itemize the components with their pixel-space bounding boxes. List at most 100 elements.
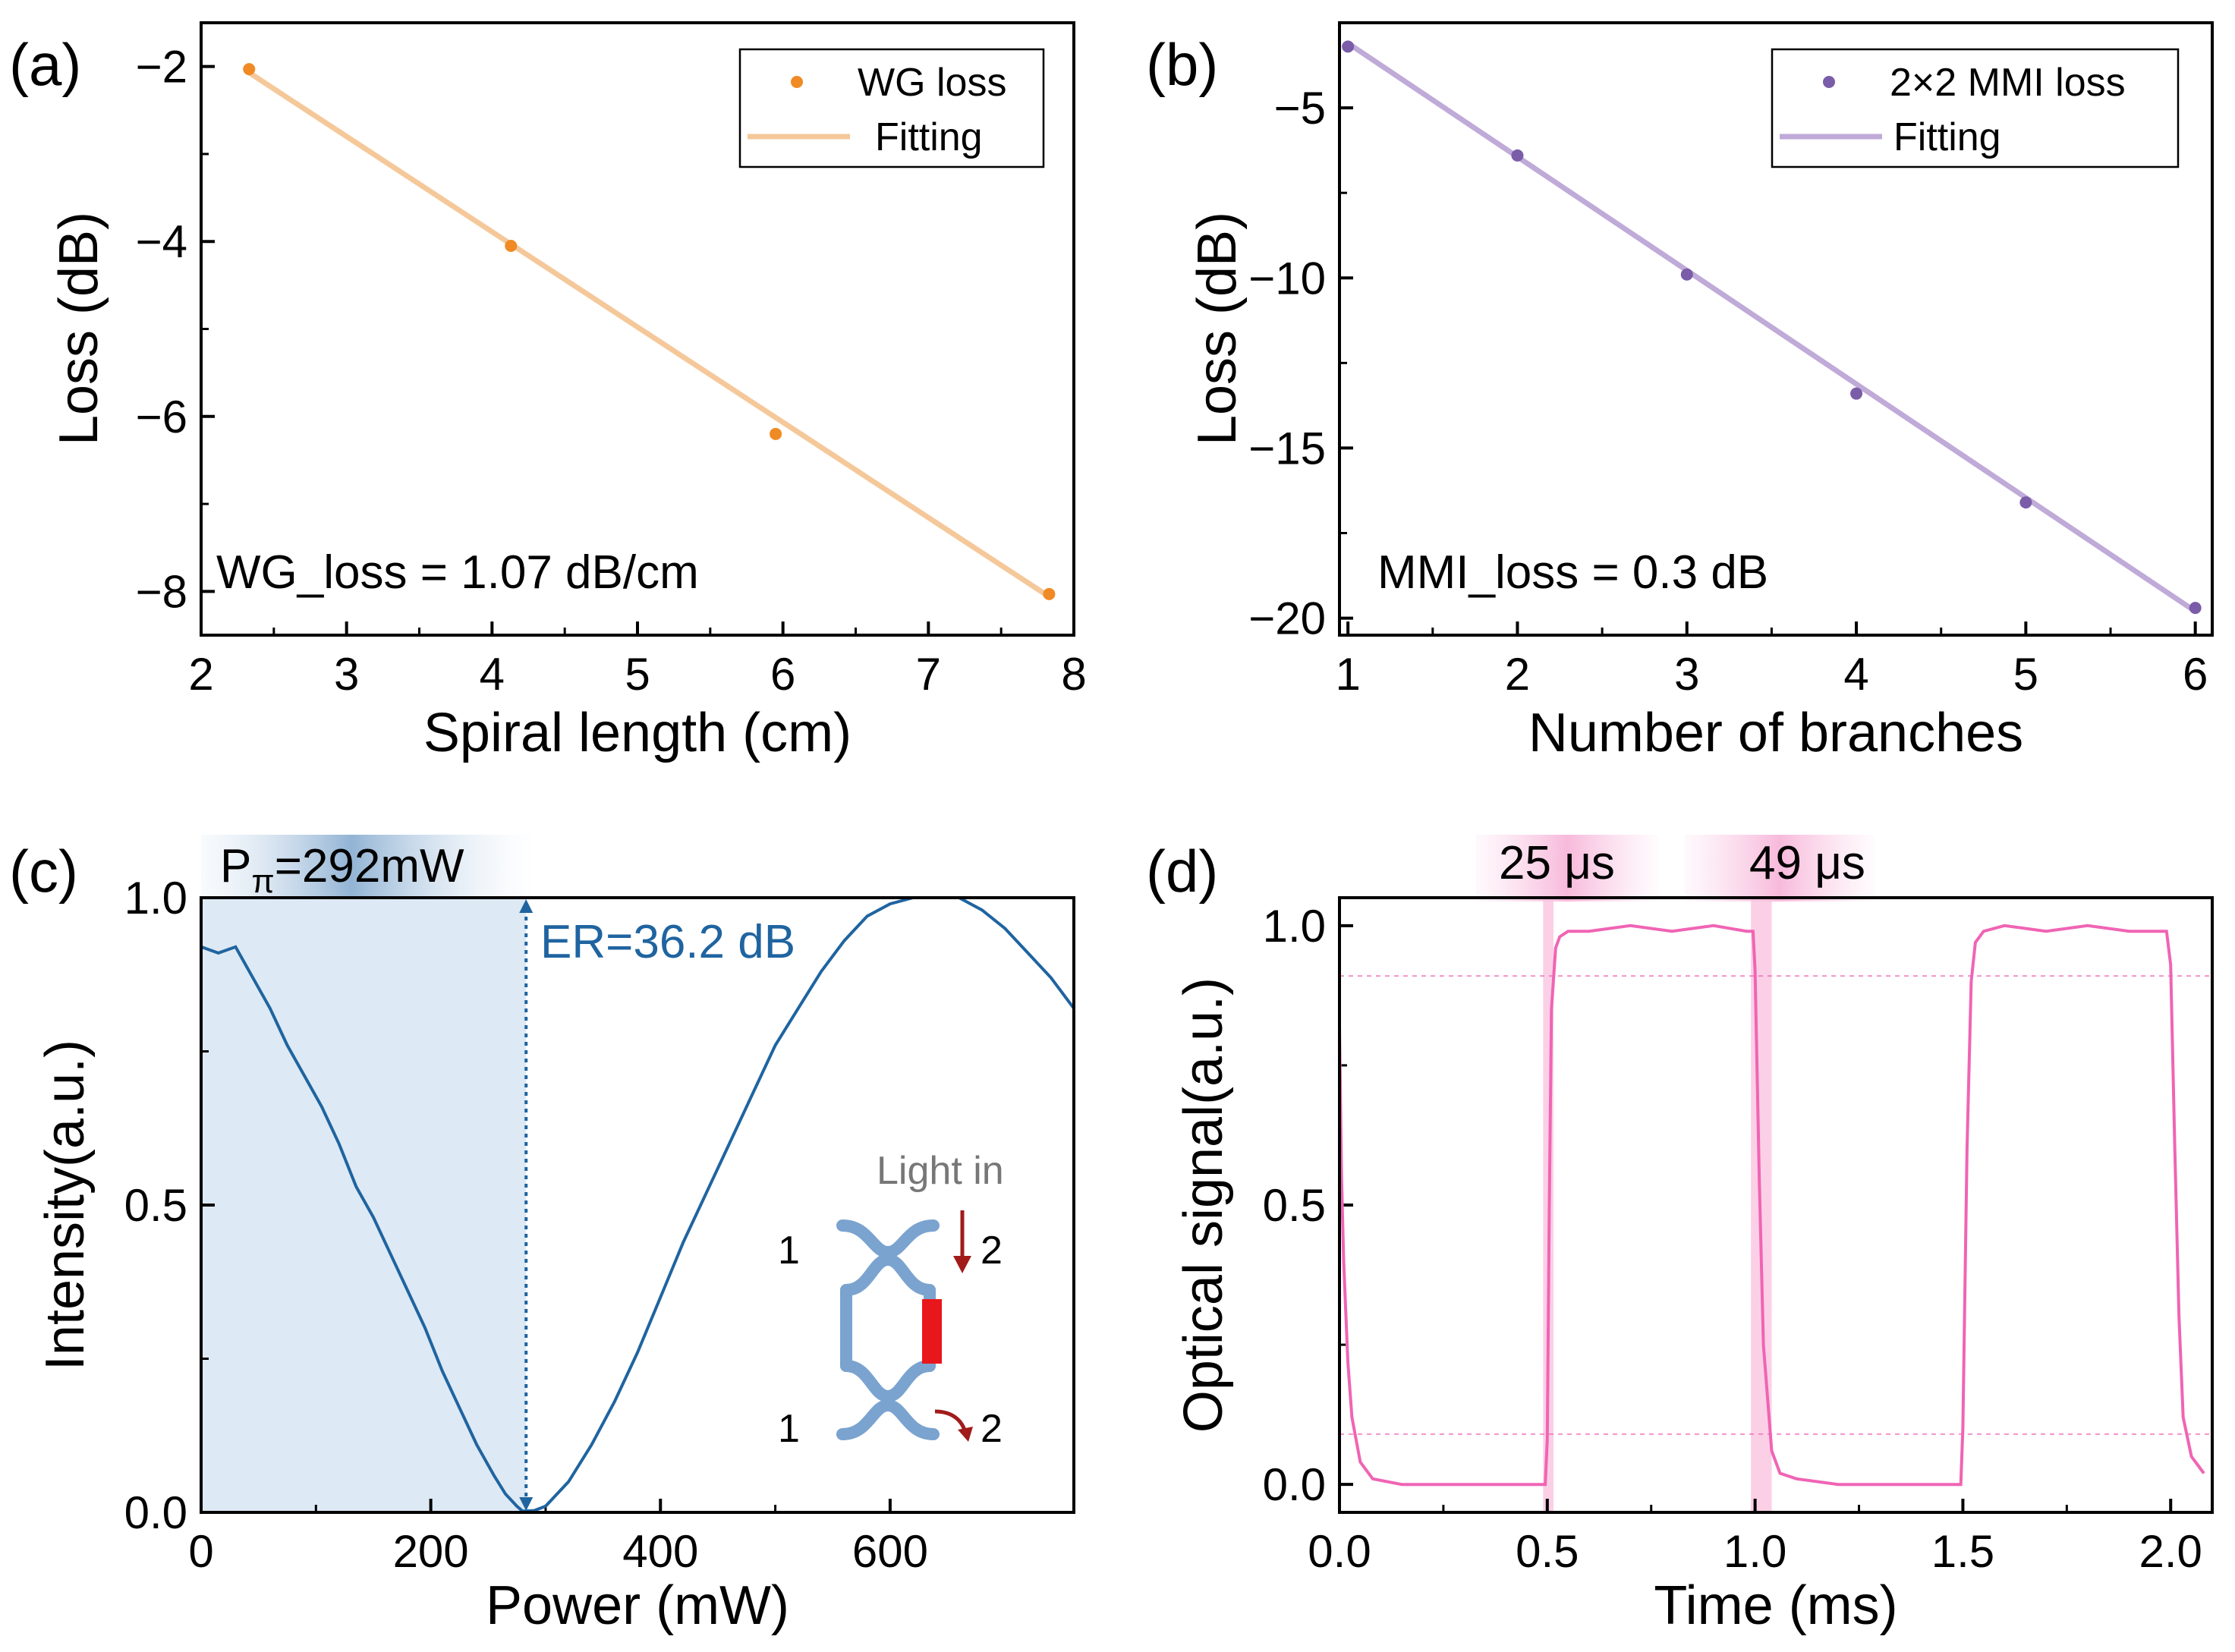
output-arrowhead-icon bbox=[958, 1427, 973, 1442]
y-tick-label: −2 bbox=[136, 42, 187, 93]
panel-c-frame bbox=[200, 896, 1075, 1514]
inset-port-bottom-left: 1 bbox=[778, 1407, 800, 1451]
panel-b-points bbox=[1342, 40, 2202, 615]
fall-time-label: 49 μs bbox=[1749, 837, 1865, 889]
panel-b-frame bbox=[1338, 21, 2214, 637]
x-tick-label: 7 bbox=[916, 649, 941, 700]
x-tick-label: 1.0 bbox=[1723, 1526, 1786, 1577]
panel-b-legend: 2×2 MMI loss Fitting bbox=[1771, 48, 2180, 168]
coupler-top-lower bbox=[840, 1253, 936, 1296]
panel-a-ticks: 2 3 4 5 6 7 8 −8 −6 −4 −2 bbox=[136, 42, 1087, 700]
optical-signal-curve bbox=[1338, 924, 2205, 1487]
panel-c-ylabel: Intensity(a.u.) bbox=[35, 1040, 96, 1370]
panel-a-annotation: WG_loss = 1.07 dB/cm bbox=[216, 546, 699, 599]
p-pi-label: Pπ=292mW bbox=[220, 840, 464, 900]
y-tick-label: 0.0 bbox=[124, 1487, 187, 1538]
x-tick-label: 200 bbox=[393, 1526, 469, 1577]
panel-b-xlabel: Number of branches bbox=[1528, 703, 2023, 763]
y-tick-label: 0.0 bbox=[1263, 1459, 1326, 1510]
y-tick-label: 0.5 bbox=[124, 1180, 187, 1231]
x-tick-label: 4 bbox=[1843, 649, 1868, 700]
x-tick-label: 6 bbox=[2183, 649, 2208, 700]
panel-c-xlabel: Power (mW) bbox=[486, 1575, 789, 1636]
panel-c-label: (c) bbox=[9, 838, 78, 905]
panel-b-legend-box bbox=[1771, 48, 2180, 168]
inset-light-in: Light in bbox=[877, 1149, 1004, 1193]
data-point bbox=[505, 239, 518, 252]
x-tick-label: 600 bbox=[852, 1526, 928, 1577]
y-tick-label: 1.0 bbox=[1263, 901, 1326, 952]
panel-c-ticks: 0 200 400 600 0.0 0.5 1.0 bbox=[124, 873, 928, 1577]
y-tick-label: 0.5 bbox=[1263, 1180, 1326, 1231]
panel-b-fitting-line bbox=[1346, 40, 2197, 614]
x-tick-label: 0 bbox=[188, 1526, 213, 1577]
heater-icon bbox=[922, 1299, 942, 1364]
er-arrow-up-icon bbox=[519, 899, 534, 913]
extinction-ratio-marker bbox=[519, 899, 534, 1511]
data-point bbox=[243, 63, 256, 76]
x-tick-label: 3 bbox=[334, 649, 359, 700]
x-tick-label: 0.5 bbox=[1516, 1526, 1579, 1577]
transition-bands bbox=[1543, 898, 1772, 1512]
inset-port-top-right: 2 bbox=[981, 1229, 1003, 1273]
panel-d-ticks: 0.0 0.5 1.0 1.5 2.0 0.0 0.5 1.0 bbox=[1263, 901, 2202, 1577]
intensity-curve bbox=[200, 896, 1075, 1513]
y-tick-label: 1.0 bbox=[124, 873, 187, 924]
rise-time-label: 25 μs bbox=[1499, 837, 1615, 889]
panel-b-ylabel: Loss (dB) bbox=[1187, 212, 1248, 445]
legend-marker-wg-loss bbox=[791, 76, 803, 88]
er-arrow-down-icon bbox=[519, 1497, 534, 1511]
panel-b-label: (b) bbox=[1146, 31, 1218, 98]
er-label: ER=36.2 dB bbox=[540, 916, 795, 968]
x-tick-label: 2 bbox=[1505, 649, 1530, 700]
x-tick-label: 1.5 bbox=[1931, 1526, 1994, 1577]
x-tick-label: 1 bbox=[1335, 649, 1360, 700]
shaded-region bbox=[201, 898, 527, 1512]
data-point bbox=[2019, 496, 2032, 509]
y-tick-label: −20 bbox=[1248, 593, 1326, 644]
inset-port-top-left: 1 bbox=[778, 1229, 800, 1273]
y-tick-label: −10 bbox=[1248, 253, 1326, 304]
panel-a-legend: WG loss Fitting bbox=[738, 48, 1045, 168]
y-tick-label: −8 bbox=[136, 566, 187, 617]
data-point bbox=[1043, 587, 1056, 600]
threshold-lines bbox=[1339, 975, 2212, 1435]
panel-b-ticks: 1 2 3 4 5 6 −20 −15 −10 −5 bbox=[1248, 83, 2208, 700]
data-point bbox=[770, 427, 782, 440]
x-tick-label: 2.0 bbox=[2139, 1526, 2202, 1577]
inset-port-bottom-right: 2 bbox=[981, 1407, 1003, 1451]
coupler-bottom-lower bbox=[836, 1399, 940, 1440]
rise-label-highlight bbox=[1476, 835, 1658, 902]
panel-a: (a) 2 3 4 5 6 7 8 −8 −6 −4 −2 Spiral length (cm) L… bbox=[9, 21, 1087, 763]
data-point bbox=[1680, 268, 1693, 281]
mzi-inset: Light in 1 2 1 2 bbox=[778, 1149, 1004, 1451]
panel-d-ylabel: Optical signal(a.u.) bbox=[1173, 977, 1234, 1433]
y-tick-label: −15 bbox=[1248, 423, 1326, 474]
coupler-top-upper bbox=[836, 1219, 940, 1259]
panel-d-xlabel: Time (ms) bbox=[1654, 1575, 1897, 1636]
fall-label-highlight bbox=[1685, 835, 1875, 902]
input-arrowhead-icon bbox=[953, 1256, 971, 1273]
y-tick-label: −4 bbox=[136, 216, 187, 267]
panel-b-annotation: MMI_loss = 0.3 dB bbox=[1377, 546, 1768, 599]
panel-a-label: (a) bbox=[9, 31, 81, 98]
panel-d-frame bbox=[1338, 896, 2214, 1514]
panel-d: (d) 25 μs 49 μs 0.0 0.5 1.0 1.5 2.0 0.0 0.5 1.0… bbox=[1146, 835, 2214, 1636]
data-point bbox=[1850, 387, 1863, 400]
coupler-bottom-upper bbox=[840, 1360, 936, 1403]
legend-label-wg-loss: WG loss bbox=[858, 61, 1006, 105]
panel-a-fitting-line bbox=[247, 70, 1051, 599]
panel-a-legend-box bbox=[738, 48, 1045, 168]
panel-b: (b) 1 2 3 4 5 6 −20 −15 −10 −5 Number of branches… bbox=[1146, 21, 2214, 763]
panel-a-points bbox=[243, 63, 1056, 600]
x-tick-label: 8 bbox=[1061, 649, 1086, 700]
data-point bbox=[1511, 149, 1524, 162]
x-tick-label: 6 bbox=[770, 649, 795, 700]
data-point bbox=[1342, 40, 1355, 53]
panel-c: (c) Pπ=292mW 0 200 400 600 0.0 0.5 1.0 ER=36.2… bbox=[9, 835, 1075, 1636]
data-point bbox=[2189, 602, 2202, 615]
x-tick-label: 5 bbox=[2013, 649, 2038, 700]
x-tick-label: 2 bbox=[188, 649, 213, 700]
x-tick-label: 0.0 bbox=[1308, 1526, 1371, 1577]
